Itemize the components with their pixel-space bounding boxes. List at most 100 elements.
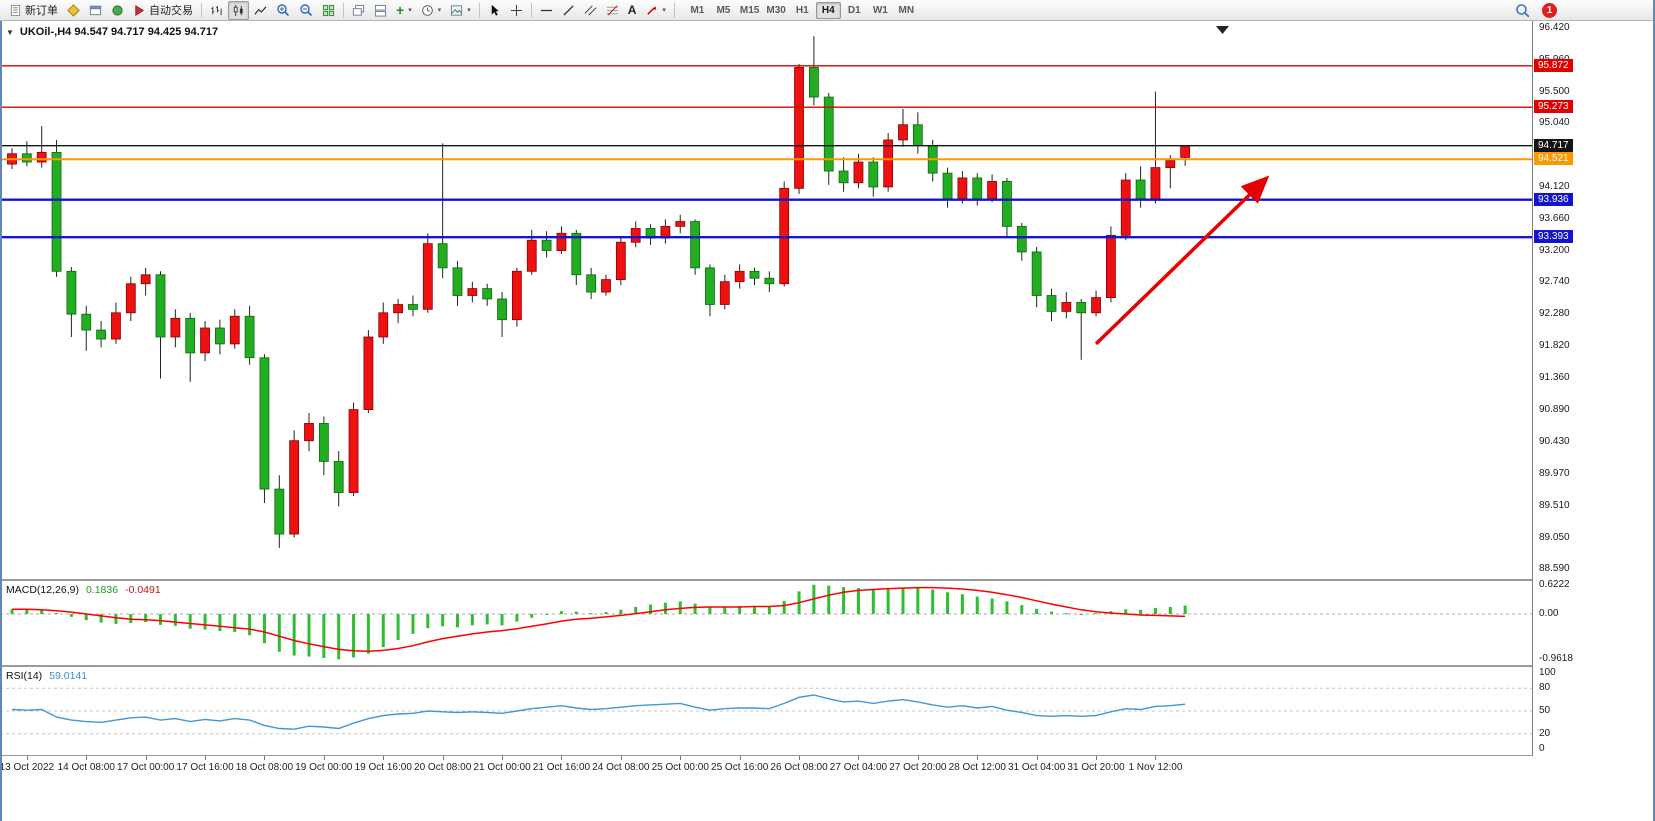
toolbar-separator <box>673 2 675 18</box>
tile-horizontal-icon <box>374 4 387 17</box>
price-axis-label: 91.820 <box>1539 339 1570 351</box>
time-axis-label: 27 Oct 20:00 <box>889 762 947 773</box>
clock-icon <box>421 4 433 16</box>
time-axis-tick <box>442 756 444 760</box>
price-axis-label: 91.360 <box>1539 371 1570 383</box>
time-axis-tick <box>739 756 741 760</box>
candlestick-plot[interactable] <box>0 21 1532 579</box>
fibonacci-tool-button[interactable] <box>602 1 623 20</box>
time-axis-tick <box>1155 756 1157 760</box>
horizontal-line-icon <box>540 9 552 11</box>
price-axis-label: 90.890 <box>1539 404 1570 416</box>
fibonacci-icon <box>606 5 618 15</box>
window-edge-right <box>1653 0 1655 821</box>
arrows-tool-button[interactable]: ▾ <box>641 1 670 20</box>
trendline-tool-button[interactable] <box>558 1 579 20</box>
timeframe-button-h4[interactable]: H4 <box>815 1 841 19</box>
macd-panel[interactable]: MACD(12,26,9) 0.1836 -0.0491 <box>0 581 1532 665</box>
macd-axis-label: -0.9618 <box>1539 653 1573 665</box>
data-window-button[interactable] <box>85 1 106 20</box>
rsi-plot[interactable] <box>0 667 1532 755</box>
toolbar-separator <box>530 2 532 18</box>
time-axis-label: 19 Oct 16:00 <box>354 762 412 773</box>
macd-axis-label: 0.6222 <box>1539 578 1570 590</box>
price-axis-label: 92.740 <box>1539 276 1570 288</box>
toolbar-separator <box>343 2 344 18</box>
zoom-in-button[interactable] <box>272 1 294 20</box>
price-axis-label: 95.040 <box>1539 117 1570 129</box>
timeframe-button-m5[interactable]: M5 <box>711 2 736 19</box>
timeframe-button-m1[interactable]: M1 <box>685 2 710 19</box>
period-button[interactable]: ▾ <box>417 1 446 20</box>
main-chart-panel[interactable]: ▼ UKOil-,H4 94.547 94.717 94.425 94.717 <box>0 21 1532 579</box>
time-axis-label: 1 Nov 12:00 <box>1128 762 1183 773</box>
autotrading-button[interactable]: 自动交易 <box>129 1 197 20</box>
time-axis[interactable]: 13 Oct 2022 14 Oct 08:00 17 Oct 00:00 17 Oc… <box>0 756 1655 782</box>
rsi-label: RSI(14) 59.0141 <box>6 670 87 682</box>
navigator-button[interactable] <box>107 1 128 20</box>
horizontal-line-tool-button[interactable] <box>536 1 557 20</box>
price-line-label: 93.936 <box>1534 192 1573 206</box>
cursor-tool-button[interactable] <box>484 1 505 20</box>
line-chart-button[interactable] <box>250 1 271 20</box>
macd-signal-value: -0.0491 <box>125 584 161 596</box>
time-axis-label: 17 Oct 00:00 <box>117 762 175 773</box>
bar-chart-button[interactable] <box>206 1 227 20</box>
trend-arrow[interactable] <box>1094 175 1270 346</box>
price-axis-label: 92.280 <box>1539 308 1570 320</box>
line-chart-icon <box>254 5 267 15</box>
notification-badge[interactable]: 1 <box>1542 2 1557 18</box>
search-button[interactable] <box>1511 1 1534 20</box>
chart-title: UKOil-,H4 94.547 94.717 94.425 94.717 <box>19 26 219 38</box>
timeframe-button-h1[interactable]: H1 <box>790 2 815 19</box>
new-order-icon <box>10 4 21 16</box>
text-tool-button[interactable]: A <box>624 1 641 20</box>
tile-windows-icon <box>322 4 335 16</box>
macd-plot[interactable] <box>0 581 1532 665</box>
chart-shift-marker-icon[interactable] <box>1216 26 1229 34</box>
time-axis-tick <box>264 756 266 760</box>
crosshair-tool-button[interactable] <box>506 1 527 20</box>
time-axis-tick <box>26 756 28 760</box>
rsi-panel[interactable]: RSI(14) 59.0141 <box>0 667 1532 755</box>
add-indicator-button[interactable]: + ▾ <box>392 1 416 20</box>
timeframe-button-w1[interactable]: W1 <box>868 2 893 19</box>
channel-tool-button[interactable] <box>580 1 601 20</box>
panel-separator[interactable] <box>0 579 1655 581</box>
timeframe-button-m15[interactable]: M15 <box>737 2 762 19</box>
price-line-label: 94.717 <box>1534 138 1573 152</box>
template-icon <box>451 4 463 16</box>
price-line-label: 95.872 <box>1534 58 1573 72</box>
toolbar: 新订单 自动交易 <box>0 0 1655 21</box>
template-button[interactable]: ▾ <box>446 1 475 20</box>
dropdown-caret-icon: ▾ <box>437 7 442 14</box>
price-axis-label: 89.510 <box>1539 499 1570 511</box>
autotrading-label: 自动交易 <box>149 5 193 17</box>
plus-icon: + <box>396 2 405 18</box>
timeframe-button-d1[interactable]: D1 <box>842 2 867 19</box>
rsi-axis-label: 0 <box>1539 743 1545 754</box>
time-axis-tick <box>561 756 563 760</box>
price-axis-label: 88.590 <box>1539 563 1570 575</box>
rsi-axis-label: 20 <box>1539 727 1551 739</box>
navigator-icon <box>112 4 123 16</box>
price-axis[interactable]: 96.42095.96095.50095.04094.58094.12093.6… <box>1532 21 1655 756</box>
time-axis-label: 28 Oct 12:00 <box>948 762 1006 773</box>
time-axis-tick <box>680 756 682 760</box>
search-icon <box>1516 3 1530 17</box>
tile-horizontal-button[interactable] <box>370 1 391 20</box>
price-axis-label: 89.970 <box>1539 467 1570 479</box>
panel-separator[interactable] <box>0 665 1655 667</box>
one-click-trading-arrow-icon[interactable]: ▼ <box>6 27 14 37</box>
cascade-windows-button[interactable] <box>348 1 369 20</box>
bar-chart-icon <box>211 5 222 15</box>
zoom-out-button[interactable] <box>295 1 317 20</box>
new-order-button[interactable]: 新订单 <box>5 1 62 20</box>
candlestick-chart-button[interactable] <box>228 0 249 20</box>
tile-windows-button[interactable] <box>318 1 339 20</box>
rsi-name: RSI(14) <box>6 670 43 682</box>
time-axis-tick <box>502 756 504 760</box>
market-watch-button[interactable] <box>63 1 84 20</box>
timeframe-button-mn[interactable]: MN <box>894 2 919 19</box>
timeframe-button-m30[interactable]: M30 <box>763 2 788 19</box>
